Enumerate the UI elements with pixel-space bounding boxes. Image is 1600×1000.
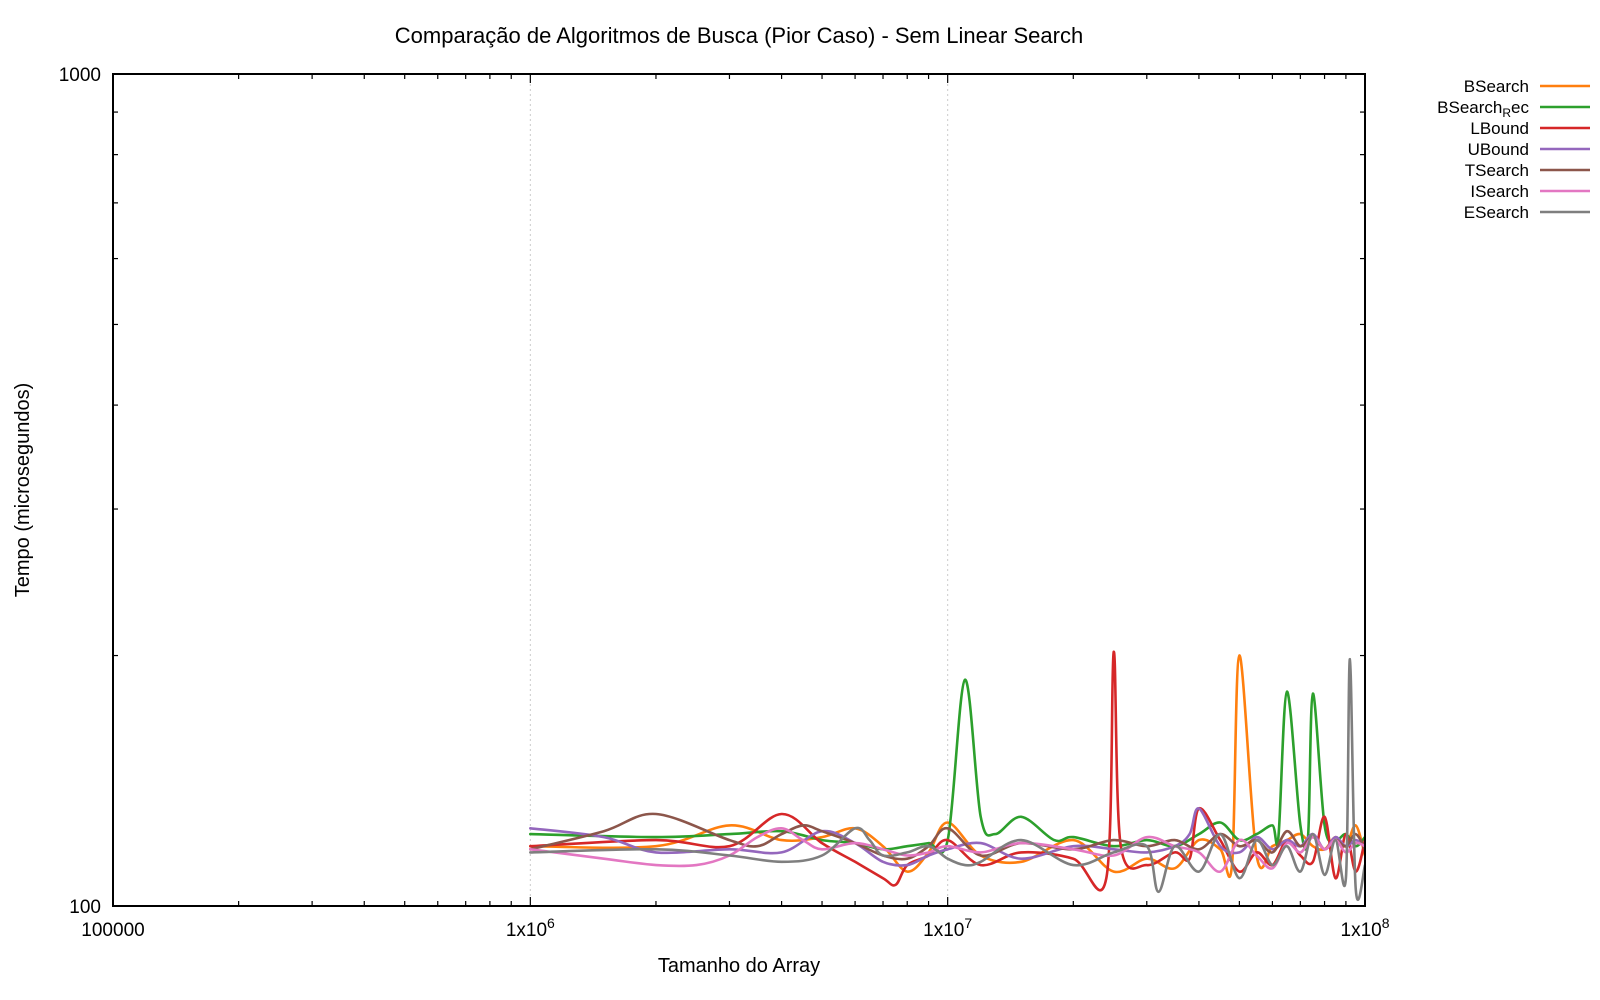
legend-label-esearch: ESearch xyxy=(1464,203,1529,222)
y-tick-labels: 100 1000 xyxy=(59,65,101,918)
y-axis-label: Tempo (microsegundos) xyxy=(12,383,34,598)
series-layer xyxy=(529,650,1365,901)
plot-frame xyxy=(112,73,1366,907)
x-tick-label: 100000 xyxy=(81,920,144,941)
legend-label-tsearch: TSearch xyxy=(1465,161,1529,180)
legend-label-bsearch: BSearch xyxy=(1464,77,1529,96)
x-tick-label: 1x108 xyxy=(1341,915,1390,941)
legend-label-lbound: LBound xyxy=(1470,119,1529,138)
x-tick-labels: 100000 1x106 1x107 1x108 xyxy=(81,915,1389,941)
x-axis-label: Tamanho do Array xyxy=(658,955,820,977)
minor-ticks xyxy=(112,74,1365,907)
series-line-esearch xyxy=(529,657,1365,901)
series-line-bsearch xyxy=(529,654,1365,878)
y-tick-label: 1000 xyxy=(59,65,101,86)
x-tick-label: 1x107 xyxy=(923,915,972,941)
grid-lines xyxy=(529,74,949,906)
legend-label-bsearch-rec: BSearchRec xyxy=(1437,98,1529,120)
chart-title: Comparação de Algoritmos de Busca (Pior … xyxy=(395,23,1083,48)
legend-label-ubound: UBound xyxy=(1468,140,1529,159)
legend-label-isearch: ISearch xyxy=(1470,182,1529,201)
x-tick-label: 1x106 xyxy=(506,915,555,941)
y-tick-label: 100 xyxy=(69,897,101,918)
